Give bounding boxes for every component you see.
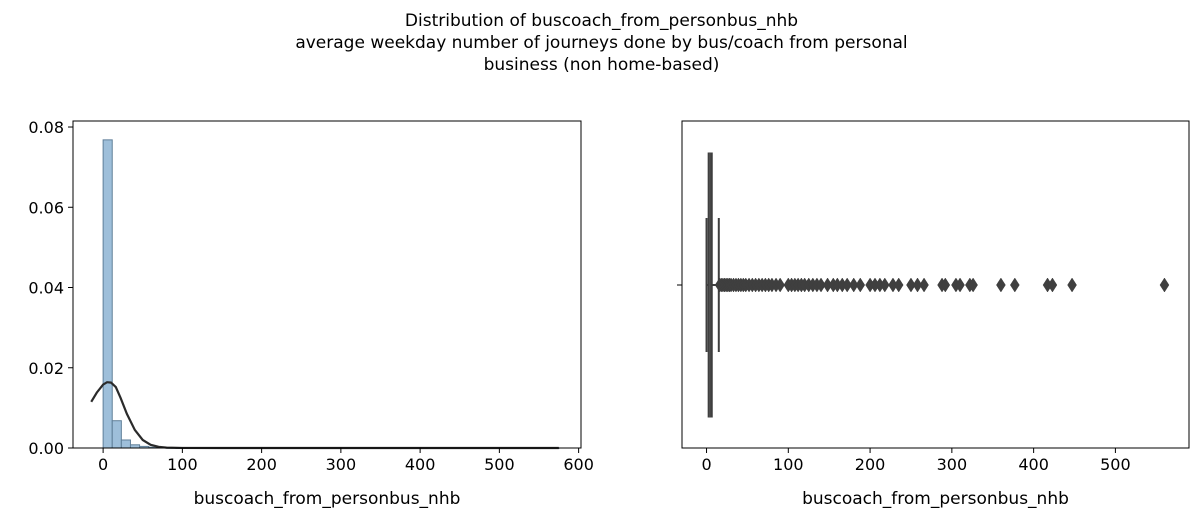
hist-x-tick-label-1: 100 <box>167 455 198 474</box>
hist-x-tick-label-6: 600 <box>563 455 594 474</box>
box-outlier-46 <box>893 277 904 293</box>
hist-y-tick-label-0: 0.00 <box>28 439 64 458</box>
box-x-tick-label-0: 0 <box>701 455 711 474</box>
hist-y-tick-label-4: 0.08 <box>28 118 64 137</box>
histogram-bar-2 <box>120 439 131 449</box>
hist-x-tick-label-3: 300 <box>326 455 357 474</box>
figure-title: Distribution of buscoach_from_personbus_… <box>404 11 799 31</box>
box-x-tick-label-4: 400 <box>1018 455 1049 474</box>
box-x-tick-label-5: 500 <box>1100 455 1131 474</box>
hist-y-tick-label-2: 0.04 <box>28 279 64 298</box>
histogram-bar-0 <box>102 139 113 449</box>
box-outlier-44 <box>880 277 890 293</box>
box-outlier-51 <box>940 277 951 293</box>
box-x-tick-label-2: 200 <box>855 455 886 474</box>
histogram-axes-frame <box>72 120 582 449</box>
hist-x-tick-label-0: 0 <box>98 455 108 474</box>
boxplot-panel: 0 100 200 300 400 500 buscoach_from_personbus_… <box>677 120 1190 509</box>
hist-y-tick-label-3: 0.06 <box>28 198 64 217</box>
box-outlier-61 <box>1159 277 1170 293</box>
box-outlier-56 <box>996 277 1006 293</box>
box-outlier-40 <box>855 277 866 293</box>
box-outlier-57 <box>1010 277 1020 293</box>
hist-y-tick-label-1: 0.02 <box>28 359 64 378</box>
box-x-tick-label-3: 300 <box>937 455 968 474</box>
box-outlier-47 <box>906 277 916 293</box>
box-outlier-48 <box>912 277 923 293</box>
box-outlier-53 <box>955 277 965 293</box>
box-outlier-60 <box>1067 277 1077 293</box>
box-outlier-55 <box>968 277 978 293</box>
figure-title-block: Distribution of buscoach_from_personbus_… <box>0 10 1203 76</box>
figure-subtitle-line-2: business (non home-based) <box>483 55 720 75</box>
figure-subtitle-line-1: average weekday number of journeys done … <box>295 33 908 53</box>
hist-x-tick-label-5: 500 <box>484 455 515 474</box>
box-outlier-33 <box>816 277 826 293</box>
box-x-tick-label-1: 100 <box>773 455 804 474</box>
hist-x-axis-label: buscoach_from_personbus_nhb <box>194 489 461 509</box>
histogram-panel: 0 100 200 300 400 500 600 0.00 0.02 0.04 0.06 0.08 b… <box>28 118 594 509</box>
box-outlier-38 <box>842 277 852 293</box>
hist-x-tick-label-2: 200 <box>246 455 277 474</box>
box-outlier-49 <box>919 277 929 293</box>
box-outlier-59 <box>1047 277 1058 293</box>
box-outlier-39 <box>848 277 859 293</box>
kde-curve <box>90 381 559 450</box>
histogram-bar-1 <box>111 420 122 449</box>
hist-x-tick-label-4: 400 <box>405 455 436 474</box>
box-x-axis-label: buscoach_from_personbus_nhb <box>802 489 1069 509</box>
box-outlier-23 <box>775 277 785 293</box>
